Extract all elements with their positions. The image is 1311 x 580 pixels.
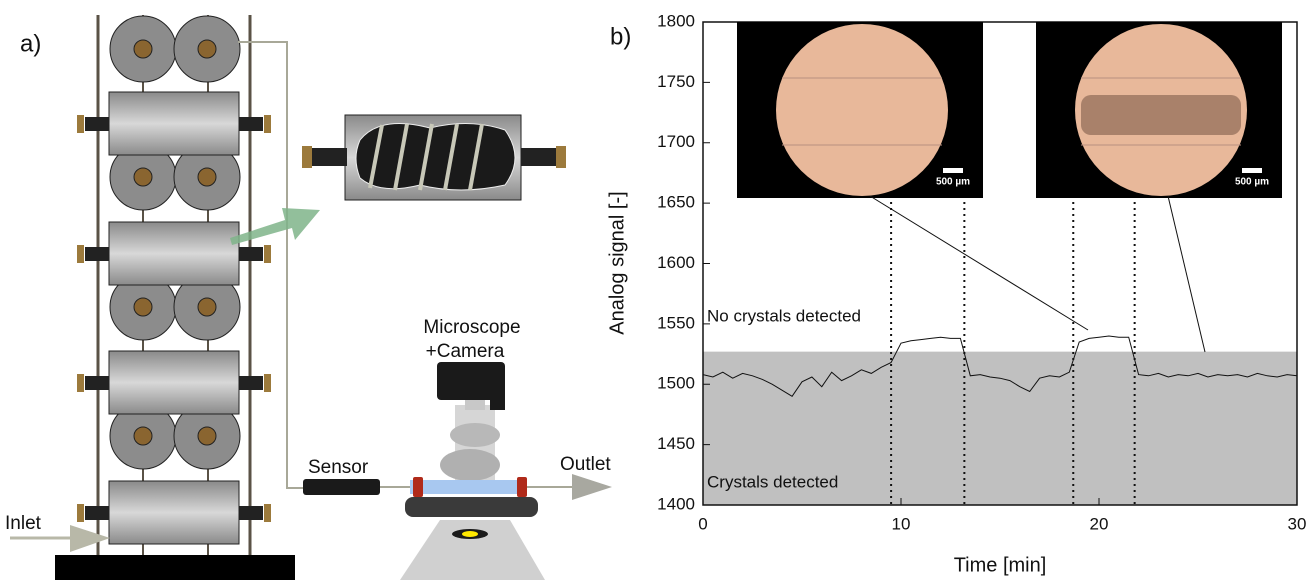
figure: a) Inlet Sensor Microscope +Camera Outle… <box>0 0 1311 580</box>
cylinder <box>109 351 239 414</box>
y-tick-label: 1450 <box>657 434 695 453</box>
annotation: No crystals detected <box>707 306 861 325</box>
roller-hub <box>134 40 152 58</box>
roller-hub <box>134 298 152 316</box>
y-tick-label: 1400 <box>657 494 695 513</box>
scale-bar <box>943 168 963 173</box>
x-tick-label: 10 <box>892 514 911 533</box>
y-tick-label: 1750 <box>657 72 695 91</box>
setup-diagram: a) Inlet Sensor Microscope +Camera Outle… <box>5 15 612 580</box>
y-tick-label: 1500 <box>657 374 695 393</box>
scale-bar <box>1242 168 1262 173</box>
microscope-label: Microscope <box>423 317 520 338</box>
fitting <box>264 504 271 522</box>
scale-bar-label: 500 µm <box>936 177 970 188</box>
y-tick-label: 1600 <box>657 253 695 272</box>
fitting <box>264 245 271 263</box>
y-axis-title: Analog signal [-] <box>606 191 628 334</box>
fitting <box>77 245 84 263</box>
fitting <box>77 115 84 133</box>
cylinder <box>109 481 239 544</box>
connector <box>85 506 109 520</box>
microscope-label: +Camera <box>426 341 505 362</box>
panel-label: a) <box>20 30 41 57</box>
roller-hub <box>134 427 152 445</box>
fitting <box>264 374 271 392</box>
chart: b) Time [min] Analog signal [-] 1400 1450… <box>606 11 1306 576</box>
roller-hub <box>198 427 216 445</box>
scale-bar-label: 500 µm <box>1235 177 1269 188</box>
panel-label: b) <box>610 23 631 50</box>
connector <box>85 247 109 261</box>
connector <box>239 247 263 261</box>
connector <box>239 376 263 390</box>
roller-hub <box>198 40 216 58</box>
x-tick-label: 20 <box>1090 514 1109 533</box>
x-tick-label: 30 <box>1288 514 1307 533</box>
roller-hub <box>198 168 216 186</box>
pointer <box>870 196 1088 330</box>
fitting <box>77 374 84 392</box>
pointer <box>1168 196 1205 352</box>
annotation: Crystals detected <box>707 472 838 491</box>
x-axis-title: Time [min] <box>954 554 1047 576</box>
cylinder <box>109 92 239 155</box>
fitting <box>77 504 84 522</box>
sensor-label: Sensor <box>308 457 369 478</box>
y-tick-label: 1650 <box>657 193 695 212</box>
field-of-view <box>776 24 948 196</box>
fitting <box>264 115 271 133</box>
roller-hub <box>198 298 216 316</box>
y-tick-label: 1800 <box>657 11 695 30</box>
crystals <box>1081 95 1241 135</box>
connector <box>85 117 109 131</box>
connector <box>239 117 263 131</box>
connector <box>85 376 109 390</box>
y-tick-label: 1550 <box>657 313 695 332</box>
outlet-label: Outlet <box>560 454 611 475</box>
y-tick-label: 1700 <box>657 132 695 151</box>
cylinder <box>109 222 239 285</box>
roller-hub <box>134 168 152 186</box>
connector <box>239 506 263 520</box>
inlet-label: Inlet <box>5 513 42 534</box>
x-tick-label: 0 <box>698 514 707 533</box>
